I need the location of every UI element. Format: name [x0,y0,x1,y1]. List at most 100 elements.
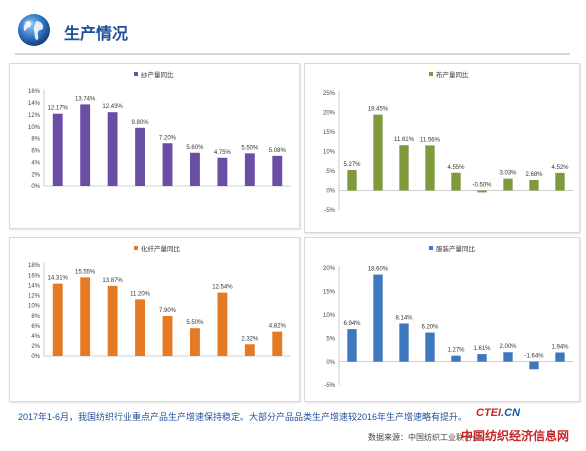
y-tick-label: 25% [323,91,336,97]
data-label: 12.43% [102,104,123,110]
data-label: 5.27% [343,162,361,168]
data-label: 19.45% [368,107,389,113]
data-label: 5.08% [269,148,287,154]
y-tick-label: 8% [31,137,40,143]
y-tick-label: 10% [323,313,336,319]
data-label: 11.61% [394,137,415,143]
chart-cloth-output: 布产量同比 -5% 0% 5% 10% 15% 20% 25% 5.27% 19.45% 11.61… [323,70,573,214]
bar [347,329,357,362]
legend-swatch [134,72,138,76]
globe-icon [18,14,50,46]
y-tick-label: 6% [31,324,40,330]
bar [135,299,145,356]
y-tick-label: 12% [28,113,41,119]
chart-panel-fiber: 化纤产量同比 0% 2% 4% 6% 8% 10% 12% 14% 16% 18% 14.31% 15.… [9,237,300,402]
data-label: 12.54% [212,285,233,291]
data-label: 15.55% [75,269,96,275]
watermark-logo: CTEI.CN [476,407,520,419]
y-tick-label: -5% [324,383,335,389]
y-tick-label: 2% [31,172,40,178]
data-source: 数据来源：中国纺织工业联合会 [368,433,480,442]
bar [451,172,461,191]
data-label: 4.75% [214,150,232,156]
header: 生产情况 [0,0,586,60]
bar [425,145,435,191]
y-tick-label: 16% [28,89,41,95]
chart-garment-output: 服装产量同比 -5% 0% 5% 10% 15% 20% 6.94% 18.60% 8.14% 6.… [323,244,573,389]
bar [373,114,383,191]
bar [244,153,255,186]
bar [244,344,255,356]
chart-panel-cloth: 布产量同比 -5% 0% 5% 10% 15% 20% 25% 5.27% 19.45% 11.61… [304,63,580,233]
y-tick-label: 5% [326,336,335,342]
y-tick-label: 4% [31,160,40,166]
bar [347,169,357,191]
y-tick-label: 14% [28,283,41,289]
page-title: 生产情况 [64,26,129,43]
watermark-logo-part1: CTEI [476,407,502,419]
data-label: 14.31% [48,276,69,282]
bar [555,352,565,362]
data-label: 7.20% [159,135,177,141]
bar [217,157,228,186]
watermark-logo-part2: .CN [501,407,521,419]
chart-yarn-output: 纱产量同比 0% 2% 4% 6% 8% 10% 12% 14% 16% 12.17% 13.74% 1… [28,70,291,190]
bar [399,323,409,362]
data-label: 5.50% [186,320,204,326]
bar [190,328,200,356]
data-label: 4.52% [551,165,569,171]
bar [162,143,173,186]
y-tick-label: 6% [31,149,40,155]
chart-chemical-fiber-output: 化纤产量同比 0% 2% 4% 6% 8% 10% 12% 14% 16% 18% 14.31% 15.… [28,244,291,360]
bar [52,113,63,186]
data-label: 1.94% [551,345,569,351]
y-tick-label: 8% [31,314,40,320]
bar [52,283,63,356]
bar [135,127,145,186]
header-divider [15,53,570,55]
bar [373,274,383,362]
legend-swatch [429,72,433,76]
data-label: 4.82% [269,324,287,330]
bar [272,331,283,356]
y-tick-label: 18% [28,263,41,269]
legend-label: 纱产量同比 [141,70,174,79]
data-label: 3.03% [499,171,517,177]
data-label: 2.68% [525,172,543,178]
y-tick-label: 0% [326,189,335,195]
data-label: 1.61% [473,346,491,352]
data-label: 13.74% [75,96,96,102]
y-tick-label: 2% [31,344,40,350]
bar [107,285,118,356]
legend-swatch [134,246,138,250]
legend-label: 化纤产量同比 [141,244,181,253]
data-label: 2.32% [241,336,259,342]
bar [555,172,565,191]
data-label: 18.60% [368,267,389,273]
y-tick-label: 10% [28,304,41,310]
legend-label: 服装产量同比 [436,244,476,253]
bar [190,152,200,186]
y-tick-label: 4% [31,334,40,340]
bar [107,112,118,186]
data-label: 2.00% [499,344,517,350]
data-label: 11.56% [420,137,441,143]
data-label: 9.80% [132,120,150,126]
bar [272,155,283,186]
data-label: 6.94% [343,321,361,327]
y-tick-label: 16% [28,273,41,279]
y-tick-label: 10% [323,150,336,156]
data-label: 6.20% [421,325,439,331]
y-tick-label: 15% [323,130,336,136]
watermark-text: 中国纺织经济信息网 [461,429,570,443]
data-label: 12.17% [48,106,69,112]
chart-panel-yarn: 纱产量同比 0% 2% 4% 6% 8% 10% 12% 14% 16% 12.17% 13.74% 1… [9,63,300,229]
y-tick-label: 12% [28,294,41,300]
bar [477,354,487,362]
data-label: 5.50% [241,145,259,151]
y-tick-label: 20% [323,266,336,272]
bar [529,180,539,191]
y-tick-label: 20% [323,111,336,117]
y-tick-label: 15% [323,290,336,296]
data-label: -0.50% [472,183,492,189]
